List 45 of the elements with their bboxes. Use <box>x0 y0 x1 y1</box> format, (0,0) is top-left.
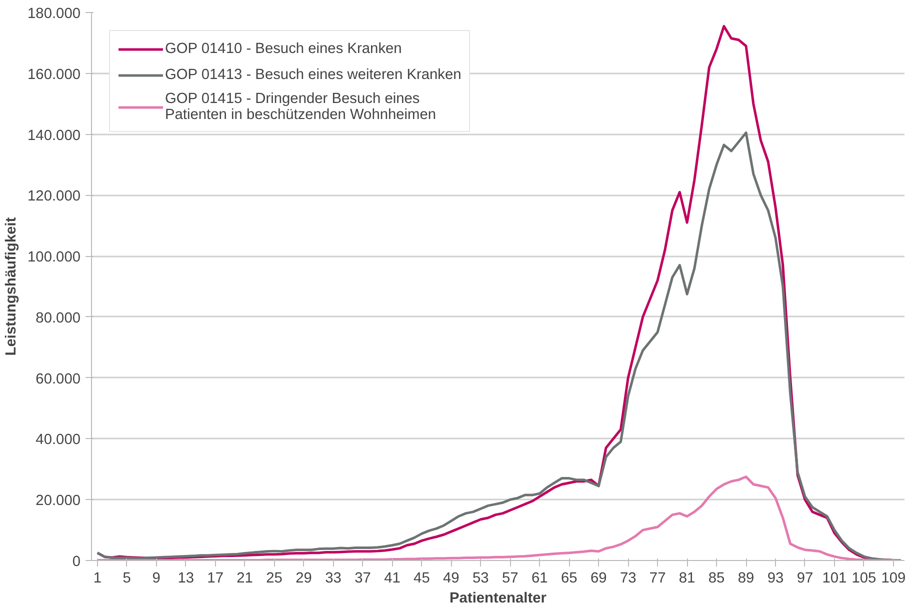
x-tick-label: 73 <box>620 570 636 586</box>
x-tick-label: 9 <box>152 570 160 586</box>
y-tick-label: 160.000 <box>28 66 81 83</box>
x-tick-label: 89 <box>738 570 754 586</box>
x-tick-label: 29 <box>296 570 312 586</box>
x-tick-label: 93 <box>767 570 784 586</box>
y-axis-title: Leistungshäufigkeit <box>4 217 20 356</box>
y-tick-label: 60.000 <box>36 371 80 388</box>
x-tick-label: 97 <box>796 570 814 586</box>
x-tick-label: 13 <box>178 570 194 586</box>
x-tick-label: 57 <box>502 570 518 586</box>
x-tick-label: 65 <box>560 570 578 586</box>
x-tick-label: 105 <box>852 570 876 586</box>
x-tick-label: 45 <box>414 570 430 586</box>
x-tick-label: 1 <box>93 570 102 586</box>
x-tick-label: 49 <box>443 570 460 586</box>
x-tick-label: 85 <box>708 570 725 586</box>
x-tick-label: 69 <box>590 570 607 586</box>
x-tick-label: 33 <box>325 570 342 586</box>
y-tick-label: 120.000 <box>28 188 81 205</box>
legend-label: GOP 01413 - Besuch eines weiteren Kranken <box>165 67 462 83</box>
x-tick-label: 109 <box>881 570 906 586</box>
x-axis-title: Patientenalter <box>450 590 547 606</box>
x-tick-label: 61 <box>531 570 548 586</box>
y-tick-label: 180.000 <box>28 6 81 22</box>
y-tick-label: 40.000 <box>36 432 80 448</box>
line-series <box>96 132 902 560</box>
y-tick-label: 20.000 <box>36 493 80 510</box>
x-tick-label: 81 <box>678 570 696 586</box>
x-tick-label: 17 <box>207 570 224 586</box>
y-tick-label: 100.000 <box>28 250 81 266</box>
x-tick-label: 53 <box>472 570 489 586</box>
x-tick-label: 5 <box>122 570 131 586</box>
x-tick-label: 37 <box>354 570 371 586</box>
y-tick-label: 80.000 <box>36 310 80 326</box>
x-tick-label: 25 <box>266 570 282 586</box>
y-tick-label: 140.000 <box>28 128 81 144</box>
x-tick-label: 77 <box>649 570 666 586</box>
legend-label: GOP 01415 - Dringender Besuch eines Patienten in beschützenden Wohnheimen <box>165 91 436 123</box>
x-tick-label: 101 <box>822 570 847 586</box>
y-tick-label: 0 <box>72 554 81 570</box>
x-tick-label: 41 <box>384 570 400 586</box>
x-tick-label: 21 <box>236 570 253 586</box>
legend-label: GOP 01410 - Besuch eines Kranken <box>165 41 402 57</box>
line-series <box>96 476 902 560</box>
